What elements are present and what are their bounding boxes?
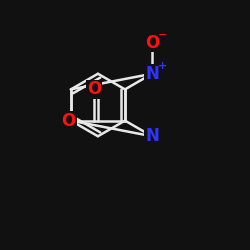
- Text: O: O: [145, 34, 159, 52]
- Text: +: +: [158, 61, 167, 71]
- Text: N: N: [145, 65, 159, 83]
- Text: N: N: [145, 127, 159, 145]
- Text: O: O: [62, 112, 76, 130]
- Text: −: −: [158, 30, 167, 40]
- Text: O: O: [87, 80, 101, 98]
